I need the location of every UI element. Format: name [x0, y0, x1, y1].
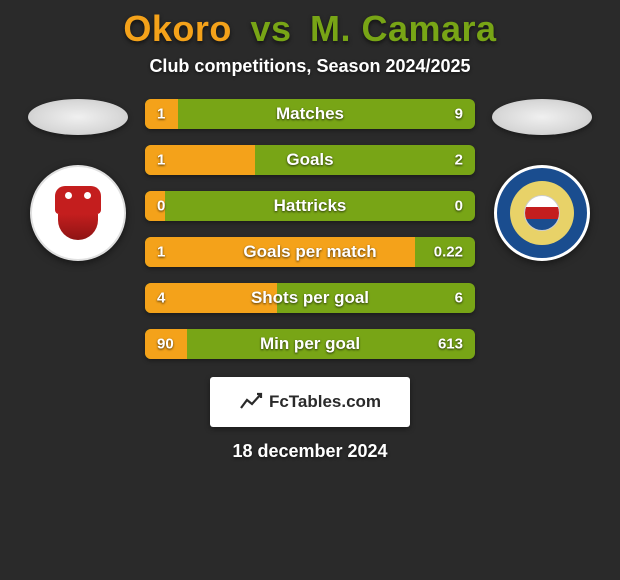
stat-label: Goals per match [145, 242, 475, 262]
stat-label: Min per goal [145, 334, 475, 354]
left-column [23, 99, 133, 261]
stat-label: Goals [145, 150, 475, 170]
player1-photo-placeholder [28, 99, 128, 135]
comparison-title: Okoro vs M. Camara [123, 8, 496, 50]
stat-row: 00Hattricks [145, 191, 475, 221]
player1-name: Okoro [123, 8, 232, 49]
lincoln-city-crest [43, 178, 113, 248]
stats-bars: 19Matches 12Goals 00Hattricks 10.22Goals pe… [145, 99, 475, 359]
subtitle: Club competitions, Season 2024/2025 [149, 56, 470, 77]
stat-label: Hattricks [145, 196, 475, 216]
stat-row: 10.22Goals per match [145, 237, 475, 267]
stat-row: 46Shots per goal [145, 283, 475, 313]
content-row: 19Matches 12Goals 00Hattricks 10.22Goals pe… [0, 99, 620, 359]
stat-label: Shots per goal [145, 288, 475, 308]
watermark-text: FcTables.com [269, 392, 381, 412]
stat-row: 19Matches [145, 99, 475, 129]
player2-photo-placeholder [492, 99, 592, 135]
right-column [487, 99, 597, 261]
reading-crest [510, 181, 574, 245]
date-text: 18 december 2024 [232, 441, 387, 462]
player2-name: M. Camara [310, 8, 497, 49]
title-vs: vs [250, 8, 291, 49]
player1-club-badge [30, 165, 126, 261]
watermark-chart-icon [239, 392, 263, 412]
player2-club-badge [494, 165, 590, 261]
stat-label: Matches [145, 104, 475, 124]
watermark: FcTables.com [210, 377, 410, 427]
stat-row: 12Goals [145, 145, 475, 175]
stat-row: 90613Min per goal [145, 329, 475, 359]
